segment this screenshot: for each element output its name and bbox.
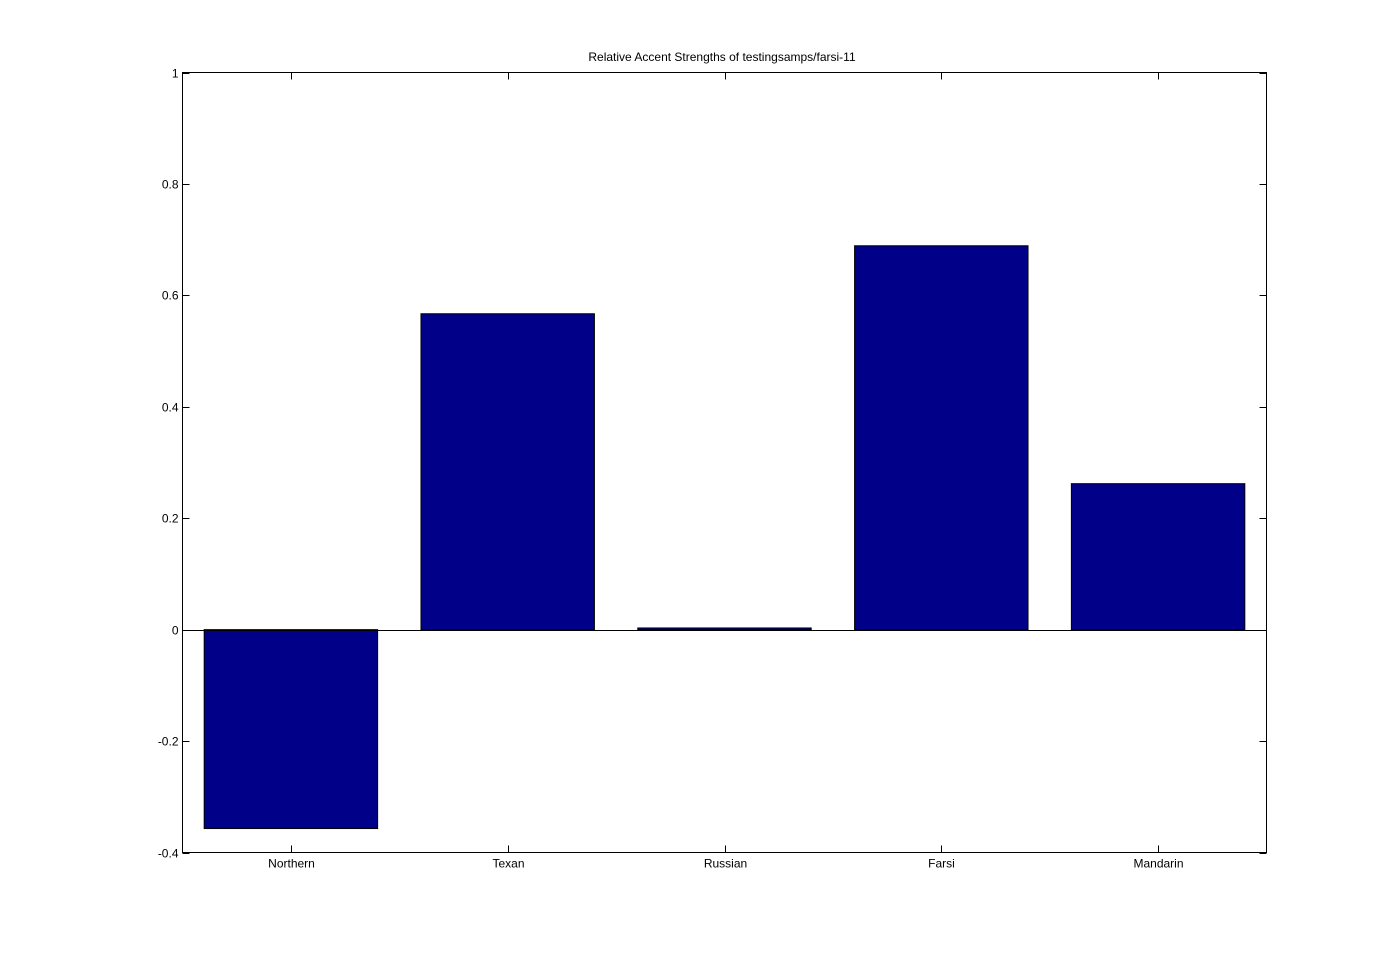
x-tick-label: Farsi xyxy=(928,857,955,871)
y-tick-label: 0.6 xyxy=(162,289,179,303)
bar-farsi xyxy=(854,245,1029,631)
bar-russian xyxy=(637,627,812,631)
x-tick-label: Texan xyxy=(492,857,524,871)
chart-title: Relative Accent Strengths of testingsamp… xyxy=(588,50,856,64)
bars-group xyxy=(203,245,1246,830)
y-axis: -0.4 -0.2 0 0.2 0.4 0.6 0.8 1 xyxy=(158,67,1267,861)
bar-northern xyxy=(203,629,379,830)
x-tick-label: Mandarin xyxy=(1133,857,1183,871)
plot-frame xyxy=(182,72,1267,853)
bar-texan xyxy=(420,313,595,631)
bar-mandarin xyxy=(1070,483,1246,631)
y-tick-label: 1 xyxy=(172,67,179,81)
y-tick-label: 0.8 xyxy=(162,178,179,192)
y-tick-label: 0.4 xyxy=(162,401,179,415)
y-tick-label: 0 xyxy=(172,624,179,638)
x-axis: Northern Texan Russian Farsi Mandarin xyxy=(268,72,1184,871)
y-tick-label: -0.2 xyxy=(158,735,179,749)
y-tick-label: -0.4 xyxy=(158,847,179,861)
x-tick-label: Russian xyxy=(704,857,747,871)
x-tick-label: Northern xyxy=(268,857,315,871)
y-tick-label: 0.2 xyxy=(162,512,179,526)
